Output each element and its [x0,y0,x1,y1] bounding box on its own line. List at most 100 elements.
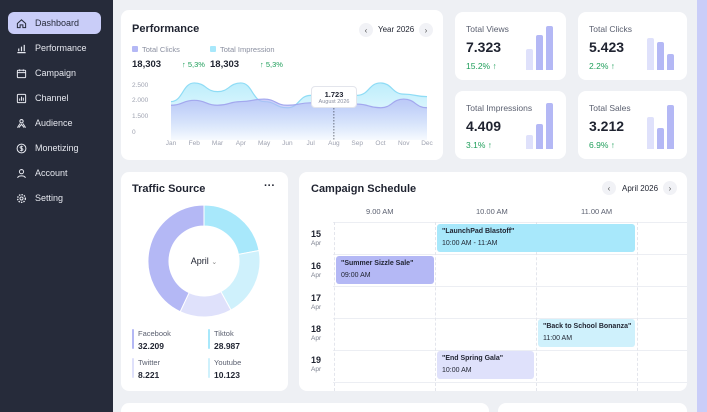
sidebar-item-label: Dashboard [35,18,80,28]
series-area [171,97,427,140]
series-line [170,82,428,109]
bar-chart-icon [17,44,26,53]
sidebar-item-label: Channel [35,93,69,103]
stat-change: 6.9% ↑ [589,140,615,150]
stat-card-clicks: Total Clicks 5.423 2.2% ↑ [578,12,687,80]
legend-label-clicks: Total Clicks [142,45,180,54]
stat-label: Total Views [466,24,509,34]
y-tick-label: 0 [132,129,136,136]
grid-line [637,222,638,391]
tooltip-date: August 2026 [318,99,350,105]
sidebar-item-account[interactable]: Account [8,162,101,184]
legend-swatch-impression [210,46,216,52]
x-tick-label: Mar [211,140,224,147]
tooltip-value: 1.723 [324,90,344,99]
sidebar-item-performance[interactable]: Performance [8,37,101,59]
sidebar-item-audience[interactable]: Audience [8,112,101,134]
chevron-down-icon: ⌄ [211,259,218,266]
grid-line [333,350,687,351]
source-value: 28.987 [214,341,240,351]
stat-card-sales: Total Sales 3.212 6.9% ↑ [578,91,687,159]
event-time: 10:00 AM [442,367,472,374]
stat-label: Total Clicks [589,24,632,34]
y-tick-label: 1.500 [132,113,149,120]
day-number: 17 [311,293,322,303]
performance-card: Performance ‹ Year 2026 › Total Clicks 1… [121,10,443,160]
legend-change-clicks: ↑ 5,3% [182,60,205,69]
source-swatch-youtube [208,358,210,378]
source-value: 10.123 [214,370,240,380]
y-tick-label: 2.000 [132,97,149,104]
sidebar-item-label: Account [35,168,68,178]
schedule-month: April 2026 [622,184,659,193]
chevron-right-icon: › [424,25,428,35]
mini-bar [546,103,553,149]
event-title: "Back to School Bonanza" [543,323,632,330]
event-title: "LaunchPad Blastoff" [442,228,515,235]
event-end-spring-gala[interactable]: "End Spring Gala" 10:00 AM [437,351,534,379]
next-month-button[interactable]: › [663,181,677,195]
legend-swatch-clicks [132,46,138,52]
source-label: Tiktok [214,329,234,338]
legend-change-impression: ↑ 5,3% [260,60,283,69]
sidebar-item-label: Audience [35,118,73,128]
event-summer-sizzle-sale[interactable]: "Summer Sizzle Sale" 09:00 AM [336,256,434,284]
grid-line [435,222,436,391]
more-options-icon[interactable]: ··· [264,180,275,192]
day-month: Apr [311,335,322,342]
sidebar-item-dashboard[interactable]: Dashboard [8,12,101,34]
x-tick-label: Nov [397,140,410,147]
mini-bar [546,26,553,70]
source-swatch-tiktok [208,329,210,349]
traffic-title: Traffic Source [132,183,206,195]
source-swatch-facebook [132,329,134,349]
sidebar-item-label: Performance [35,43,87,53]
legend-value-clicks: 18,303 [132,59,162,70]
chart-box-icon [16,93,27,103]
bottom-card [498,403,687,412]
sidebar-item-setting[interactable]: Setting [8,187,101,209]
user-icon [17,168,26,178]
prev-month-button[interactable]: ‹ [602,181,616,195]
x-tick-label: Apr [235,140,246,147]
mini-bar [667,105,674,149]
day-month: Apr [311,240,322,247]
sidebar-item-campaign[interactable]: Campaign [8,62,101,84]
stat-card-impressions: Total Impressions 4.409 3.1% ↑ [455,91,566,159]
stat-change: 2.2% ↑ [589,61,615,71]
event-title: "End Spring Gala" [442,355,504,362]
sidebar-item-monetizing[interactable]: Monetizing [8,137,101,159]
stat-label: Total Impressions [466,103,533,113]
home-icon [16,18,27,28]
sidebar-item-label: Monetizing [35,143,79,153]
x-tick-label: Feb [188,140,200,147]
mini-bar [657,42,664,70]
grid-line [333,318,687,319]
prev-period-button[interactable]: ‹ [359,23,373,37]
source-value: 8.221 [138,370,160,380]
x-tick-label: Dec [421,140,433,147]
day-number: 18 [311,324,322,334]
audience-icon [16,118,27,128]
traffic-source-card: Traffic Source ··· April ⌄ Facebook 32.2… [121,172,288,391]
stat-label: Total Sales [589,103,631,113]
event-launchpad-blastoff[interactable]: "LaunchPad Blastoff" 10:00 AM - 11:AM [437,224,635,252]
sidebar-item-label: Setting [35,193,64,203]
event-time: 09:00 AM [341,272,371,279]
legend-label-impression: Total Impression [220,45,275,54]
sidebar-item-channel[interactable]: Channel [8,87,101,109]
time-header: 11.00 AM [581,207,613,216]
day-month: Apr [311,304,322,311]
x-tick-label: Jun [282,140,293,147]
next-period-button[interactable]: › [419,23,433,37]
grid-line [334,222,335,391]
day-number: 19 [311,355,322,365]
stat-change: 15.2% ↑ [466,61,497,71]
donut-slice-facebook [148,205,205,313]
donut-slice-tiktok [203,205,260,256]
scrollbar[interactable] [697,0,707,412]
donut-month-select[interactable]: April ⌄ [148,256,260,266]
calendar-icon [16,68,27,78]
event-back-to-school-bonanza[interactable]: "Back to School Bonanza" 11:00 AM [538,319,635,347]
grid-line [536,222,537,391]
